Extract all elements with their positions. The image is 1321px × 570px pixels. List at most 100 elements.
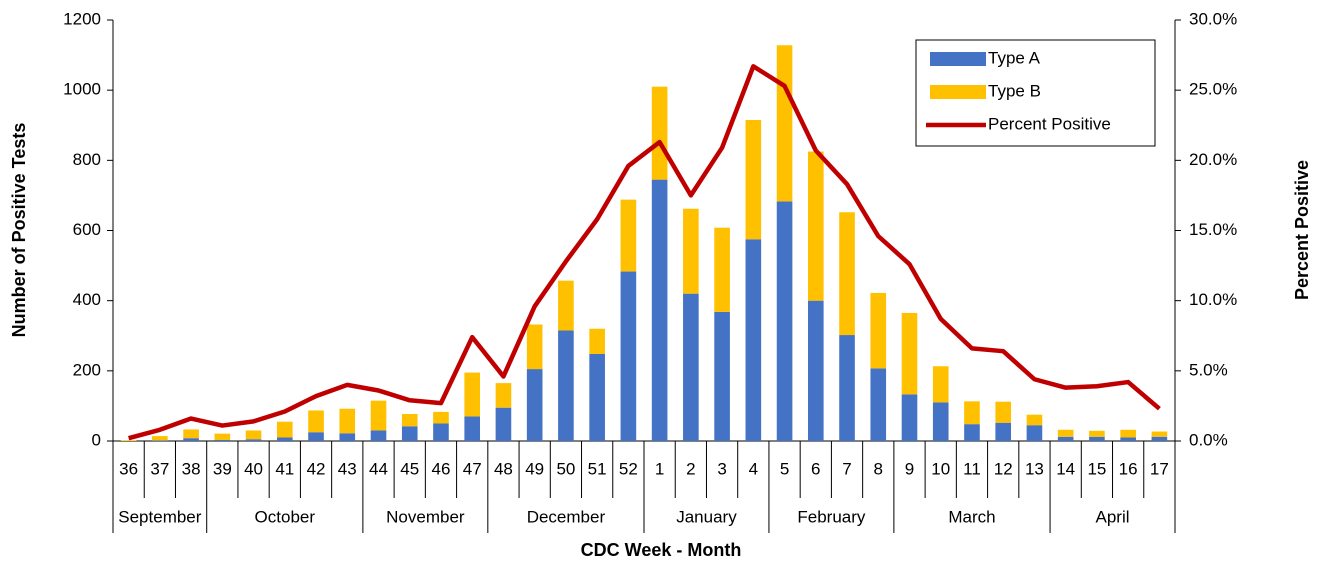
x-tick-label: 48 [494,459,513,478]
x-tick-label: 14 [1056,459,1075,478]
bar [1057,429,1074,437]
x-tick-label: 5 [780,459,789,478]
y2-tick-label: 25.0% [1189,80,1237,99]
x-tick-label: 36 [119,459,138,478]
bar [964,424,980,441]
bar [620,199,637,272]
bar [401,426,418,441]
month-label: November [386,507,465,526]
bar [683,293,699,441]
bar [370,400,387,431]
bar [152,440,168,441]
bar [901,312,918,395]
bar [214,439,231,441]
x-tick-label: 51 [588,459,607,478]
y-tick-label: 800 [73,150,101,169]
month-label: December [527,507,606,526]
bar [901,394,918,441]
y2-tick-label: 15.0% [1189,220,1237,239]
x-tick-label: 9 [905,459,914,478]
bar [276,421,293,438]
bar [558,280,574,331]
bar [214,433,231,440]
bar [464,372,481,417]
bar [745,119,762,240]
x-tick-label: 37 [150,459,169,478]
y2-tick-label: 0.0% [1189,430,1228,449]
y2-tick-label: 30.0% [1189,9,1237,28]
legend-swatch [930,85,986,99]
month-label: April [1096,507,1130,526]
y-tick-label: 0 [92,430,101,449]
x-axis-title: CDC Week - Month [581,540,742,560]
y2-tick-label: 5.0% [1189,360,1228,379]
x-tick-label: 12 [994,459,1013,478]
y-tick-label: 400 [73,290,101,309]
x-tick-label: 7 [842,459,851,478]
bar [495,383,512,408]
bar [1120,429,1136,438]
bar [839,212,855,336]
bar [651,86,668,180]
x-tick-label: 46 [432,459,451,478]
bar [526,324,543,370]
x-tick-label: 43 [338,459,357,478]
y-tick-label: 1000 [63,80,101,99]
bar [339,433,356,441]
bar [995,401,1012,423]
x-tick-label: 50 [556,459,575,478]
bar [995,422,1012,441]
x-tick-label: 16 [1119,459,1138,478]
x-tick-label: 47 [463,459,482,478]
month-label: September [118,507,201,526]
bar [276,437,293,441]
bar [1151,431,1168,437]
x-tick-label: 52 [619,459,638,478]
bar [589,328,605,354]
legend-label: Type B [988,81,1041,100]
bar [433,423,449,441]
bar [464,416,481,441]
x-tick-label: 8 [874,459,883,478]
x-tick-label: 40 [244,459,263,478]
x-tick-label: 17 [1150,459,1169,478]
y2-tick-label: 10.0% [1189,290,1237,309]
bar [1089,436,1105,441]
x-tick-label: 4 [749,459,758,478]
month-label: January [676,507,737,526]
bar [776,201,793,441]
x-tick-label: 11 [963,459,981,478]
bar [683,208,699,294]
x-tick-label: 3 [717,459,726,478]
bar [870,292,887,369]
y-axis-title: Number of Positive Tests [9,123,29,338]
bar [714,227,730,312]
x-tick-label: 15 [1087,459,1106,478]
bar [183,438,199,441]
bar [495,407,512,441]
bar [245,439,262,441]
bar [308,410,324,433]
x-tick-label: 41 [275,459,294,478]
bar [1026,425,1043,441]
x-tick-label: 6 [811,459,820,478]
bar [401,413,418,427]
x-tick-label: 10 [931,459,950,478]
bar [1057,436,1074,441]
bar [1089,430,1105,437]
bar [964,401,980,425]
legend-swatch [930,52,986,66]
x-tick-label: 13 [1025,459,1044,478]
bar [589,353,605,441]
y2-tick-label: 20.0% [1189,150,1237,169]
bar [870,368,887,441]
bar [1120,437,1136,441]
x-tick-label: 39 [213,459,232,478]
bar [807,151,824,301]
bar [152,436,168,441]
legend-label: Percent Positive [988,114,1111,133]
y-tick-label: 600 [73,220,101,239]
bar [245,430,262,440]
bar [120,440,137,441]
